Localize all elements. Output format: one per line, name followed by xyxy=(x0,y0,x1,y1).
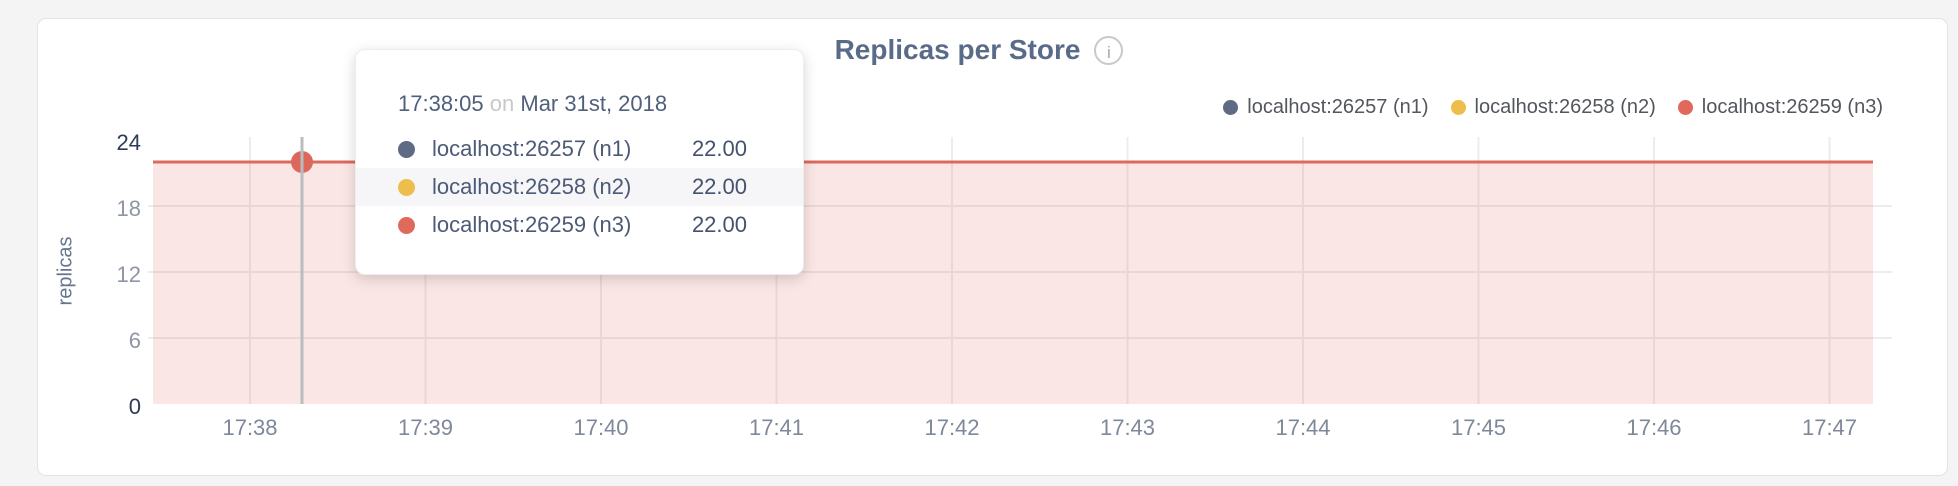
series-dot-icon xyxy=(398,178,415,196)
legend-item-label: localhost:26258 (n2) xyxy=(1474,96,1656,118)
chart-header: Replicas per Store i xyxy=(0,34,1958,66)
y-tick-label: 24 xyxy=(116,130,141,155)
y-tick-label: 18 xyxy=(116,196,141,221)
chart-legend: localhost:26257 (n1) localhost:26258 (n2… xyxy=(1223,96,1883,119)
legend-dot-icon xyxy=(1450,100,1466,115)
tooltip-header: 17:38:05 on Mar 31st, 2018 xyxy=(398,90,761,118)
chart-title: Replicas per Store xyxy=(834,34,1081,65)
y-tick-label: 0 xyxy=(128,394,141,419)
tooltip-series-value: 22.00 xyxy=(691,174,747,199)
info-icon[interactable]: i xyxy=(1094,35,1124,65)
tooltip-series-label: localhost:26259 (n3) xyxy=(432,212,632,237)
hover-tooltip: 17:38:05 on Mar 31st, 2018 localhost:262… xyxy=(355,49,804,275)
series-dot-icon xyxy=(398,216,415,234)
tooltip-connector: on xyxy=(489,91,515,116)
y-tick-label: 6 xyxy=(128,328,141,353)
legend-item-n3[interactable]: localhost:26259 (n3) xyxy=(1677,96,1883,119)
legend-item-n1[interactable]: localhost:26257 (n1) xyxy=(1223,96,1429,119)
legend-item-label: localhost:26257 (n1) xyxy=(1247,96,1429,118)
y-tick-label: 12 xyxy=(116,262,141,287)
x-tick-label: 17:46 xyxy=(1626,415,1682,440)
tooltip-series-label: localhost:26258 (n2) xyxy=(432,174,632,199)
legend-item-n2[interactable]: localhost:26258 (n2) xyxy=(1450,96,1656,119)
tooltip-row: localhost:26257 (n1) 22.00 xyxy=(356,130,803,168)
legend-item-label: localhost:26259 (n3) xyxy=(1701,96,1883,118)
tooltip-series-label: localhost:26257 (n1) xyxy=(432,136,632,161)
tooltip-series-value: 22.00 xyxy=(691,136,747,161)
x-tick-label: 17:47 xyxy=(1801,415,1858,440)
tooltip-time: 17:38:05 xyxy=(398,91,484,116)
tooltip-series-value: 22.00 xyxy=(691,212,747,237)
legend-dot-icon xyxy=(1223,100,1239,115)
x-tick-label: 17:38 xyxy=(222,415,278,440)
x-tick-label: 17:44 xyxy=(1275,415,1331,440)
series-dot-icon xyxy=(398,140,415,158)
legend-dot-icon xyxy=(1677,100,1693,115)
x-tick-label: 17:43 xyxy=(1099,415,1156,440)
x-tick-label: 17:45 xyxy=(1450,415,1507,440)
x-tick-label: 17:40 xyxy=(573,415,629,440)
x-tick-label: 17:42 xyxy=(924,415,980,440)
x-tick-label: 17:39 xyxy=(397,415,454,440)
tooltip-date: Mar 31st, 2018 xyxy=(520,91,668,116)
x-tick-label: 17:41 xyxy=(748,415,805,440)
tooltip-row: localhost:26259 (n3) 22.00 xyxy=(356,206,803,244)
tooltip-row: localhost:26258 (n2) 22.00 xyxy=(356,168,803,206)
